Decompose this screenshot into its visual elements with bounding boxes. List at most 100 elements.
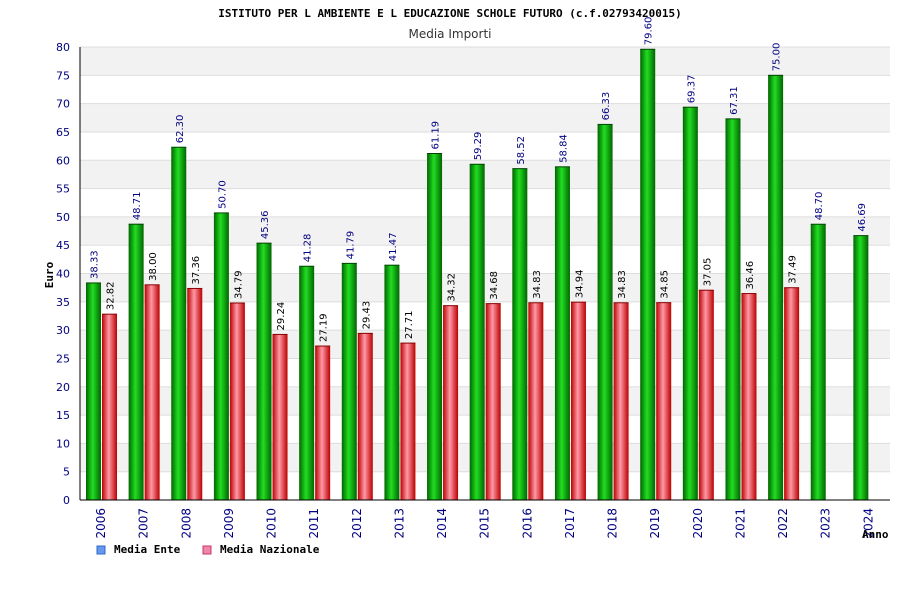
y-tick-label: 0 xyxy=(63,494,70,507)
x-tick-label: 2021 xyxy=(733,508,747,539)
x-tick-label: 2007 xyxy=(137,508,151,539)
y-tick-label: 50 xyxy=(56,211,70,224)
data-label-nazionale: 29.43 xyxy=(361,301,372,330)
data-label-ente: 48.71 xyxy=(132,192,143,221)
legend-label-nazionale: Media Nazionale xyxy=(220,543,320,556)
data-label-ente: 50.70 xyxy=(217,180,228,209)
bar-media-nazionale xyxy=(784,287,800,500)
data-label-nazionale: 27.71 xyxy=(404,310,415,339)
x-tick-label: 2012 xyxy=(350,508,364,539)
y-tick-label: 75 xyxy=(56,69,70,82)
bar-media-nazionale xyxy=(741,293,757,500)
bar-media-ente xyxy=(597,124,613,500)
bar-media-ente xyxy=(299,266,315,500)
data-label-nazionale: 34.83 xyxy=(532,270,543,299)
y-tick-label: 5 xyxy=(63,466,70,479)
y-tick-label: 70 xyxy=(56,98,70,111)
bar-media-nazionale xyxy=(102,314,117,500)
data-label-ente: 41.47 xyxy=(388,233,399,262)
y-tick-label: 10 xyxy=(56,437,70,450)
bar-media-ente xyxy=(427,153,443,500)
y-tick-label: 55 xyxy=(56,183,70,196)
x-tick-label: 2008 xyxy=(179,508,193,539)
x-tick-label: 2017 xyxy=(563,508,577,539)
data-label-ente: 75.00 xyxy=(772,43,783,72)
y-tick-label: 25 xyxy=(56,352,70,365)
bars xyxy=(86,48,869,501)
data-label-ente: 59.29 xyxy=(473,132,484,161)
x-tick-label: 2011 xyxy=(307,508,321,539)
bar-media-ente xyxy=(384,265,400,500)
bar-media-ente xyxy=(86,282,101,500)
data-label-nazionale: 38.00 xyxy=(148,252,159,281)
bar-media-ente xyxy=(810,224,826,500)
bar-media-nazionale xyxy=(443,305,459,500)
x-tick-label: 2010 xyxy=(265,508,279,539)
data-label-nazionale: 29.24 xyxy=(276,302,287,331)
axes: 0 5 10 15 20 25 30 35 40 45 50 55 60 65 70 75 80 2006 2007… xyxy=(56,41,890,539)
data-label-ente: 58.84 xyxy=(558,134,569,163)
x-tick-label: 2014 xyxy=(435,508,449,539)
bar-media-nazionale xyxy=(144,284,160,500)
data-label-ente: 41.28 xyxy=(303,234,314,263)
bar-media-nazionale xyxy=(187,288,203,500)
data-label-nazionale: 36.46 xyxy=(745,261,756,290)
x-tick-label: 2006 xyxy=(94,508,108,539)
bar-media-ente xyxy=(640,49,656,500)
data-label-ente: 45.36 xyxy=(260,211,271,240)
data-label-nazionale: 34.94 xyxy=(574,270,585,299)
y-tick-label: 45 xyxy=(56,239,70,252)
x-tick-label: 2016 xyxy=(520,508,534,539)
data-label-nazionale: 27.19 xyxy=(319,313,330,342)
data-label-ente: 61.19 xyxy=(431,121,442,150)
x-tick-label: 2018 xyxy=(606,508,620,539)
data-label-nazionale: 37.49 xyxy=(788,255,799,284)
y-tick-label: 65 xyxy=(56,126,70,139)
legend: Media Ente Media Nazionale xyxy=(96,543,320,556)
data-label-nazionale: 32.82 xyxy=(106,282,117,311)
y-tick-label: 60 xyxy=(56,154,70,167)
y-tick-label: 20 xyxy=(56,381,70,394)
x-tick-label: 2019 xyxy=(648,508,662,539)
grid-band xyxy=(80,188,890,217)
grid-band xyxy=(80,131,890,161)
chart-title: ISTITUTO PER L AMBIENTE E L EDUCAZIONE S… xyxy=(218,7,682,20)
bar-media-ente xyxy=(512,168,528,500)
bar-media-nazionale xyxy=(229,303,245,500)
data-label-nazionale: 34.32 xyxy=(447,273,458,302)
data-label-nazionale: 34.83 xyxy=(617,270,628,299)
bar-media-nazionale xyxy=(613,302,629,500)
bar-media-ente xyxy=(469,164,485,500)
data-labels: 38.33 32.82 48.71 38.00 62.30 37.36 50.70 34.79… xyxy=(90,17,868,342)
bar-media-nazionale xyxy=(656,302,672,500)
y-axis-label: Euro xyxy=(43,261,56,288)
x-tick-label: 2020 xyxy=(691,508,705,539)
bar-media-ente xyxy=(256,243,272,501)
bar-media-ente xyxy=(682,107,698,500)
y-tick-label: 15 xyxy=(56,409,70,422)
data-label-ente: 38.33 xyxy=(90,250,101,279)
data-label-nazionale: 34.68 xyxy=(489,271,500,300)
bar-media-nazionale xyxy=(570,302,586,500)
x-tick-label: 2023 xyxy=(819,508,833,539)
x-axis-label: Anno xyxy=(862,528,889,541)
data-label-ente: 67.31 xyxy=(729,86,740,115)
bar-media-ente xyxy=(213,212,229,500)
grid-band xyxy=(80,47,890,76)
legend-swatch-nazionale xyxy=(202,545,212,555)
data-label-nazionale: 34.85 xyxy=(660,270,671,299)
bar-media-ente xyxy=(128,224,144,500)
x-tick-label: 2015 xyxy=(478,508,492,539)
data-label-ente: 66.33 xyxy=(601,92,612,121)
bar-media-ente xyxy=(341,263,357,500)
bar-media-nazionale xyxy=(315,346,331,500)
bar-media-ente xyxy=(768,75,784,500)
bar-media-ente xyxy=(853,235,869,501)
data-label-ente: 62.30 xyxy=(175,115,186,144)
y-tick-label: 30 xyxy=(56,324,70,337)
y-tick-label: 35 xyxy=(56,296,70,309)
bar-media-nazionale xyxy=(698,290,714,500)
data-label-nazionale: 37.05 xyxy=(702,258,713,287)
grid-band xyxy=(80,75,890,104)
